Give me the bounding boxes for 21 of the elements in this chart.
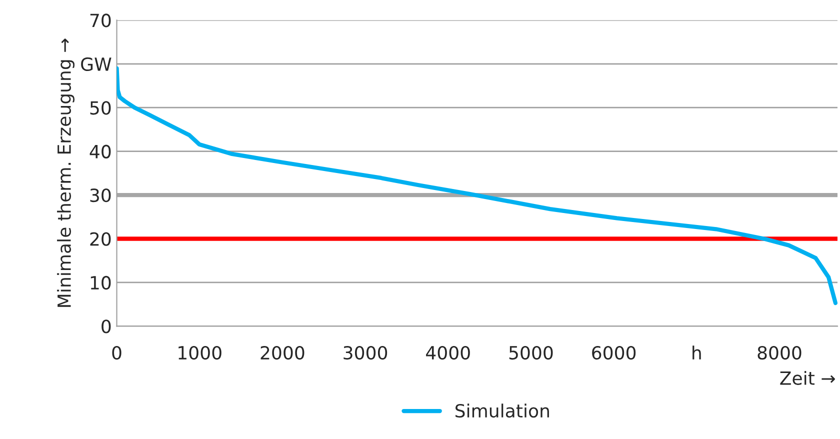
legend-label: Simulation bbox=[456, 404, 549, 418]
y-axis-title: Minimale therm. Erzeugung → bbox=[57, 38, 74, 307]
x-tick-label: 6000 bbox=[592, 346, 636, 360]
y-tick-label: 30 bbox=[90, 188, 111, 202]
y-tick-label: GW bbox=[81, 57, 112, 72]
x-tick-label: 1000 bbox=[178, 346, 222, 360]
y-tick-label: 50 bbox=[90, 101, 111, 115]
x-tick-label: 3000 bbox=[344, 346, 388, 360]
x-axis-title: Zeit → bbox=[780, 371, 835, 385]
x-tick-label: 4000 bbox=[426, 346, 470, 360]
y-tick-label: 40 bbox=[90, 144, 111, 158]
x-tick-label: 8000 bbox=[758, 346, 802, 360]
x-tick-label: 5000 bbox=[509, 346, 553, 360]
y-tick-label: 0 bbox=[102, 320, 111, 334]
x-tick-label: h bbox=[692, 346, 701, 360]
y-tick-label: 20 bbox=[90, 232, 111, 246]
line-series bbox=[116, 66, 838, 306]
x-tick-label: 2000 bbox=[260, 346, 304, 360]
y-tick-label: 70 bbox=[90, 14, 111, 28]
y-tick-label: 10 bbox=[90, 276, 111, 290]
x-tick-label: 0 bbox=[112, 346, 122, 360]
